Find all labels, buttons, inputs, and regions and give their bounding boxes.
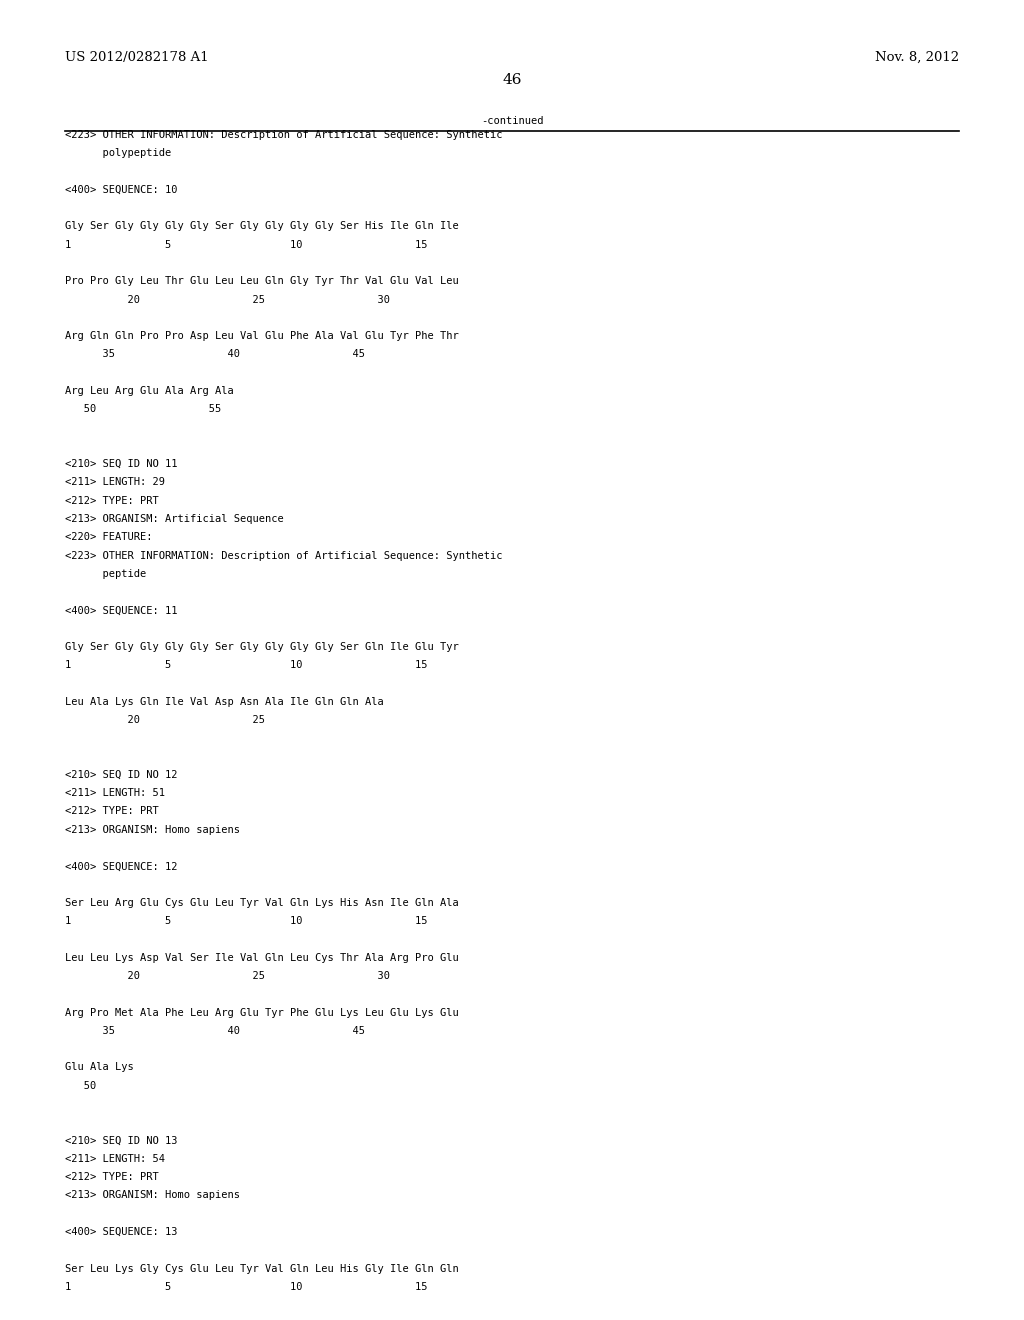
Text: <211> LENGTH: 51: <211> LENGTH: 51 [65, 788, 165, 799]
Text: 46: 46 [502, 73, 522, 87]
Text: 20                  25: 20 25 [65, 715, 264, 725]
Text: US 2012/0282178 A1: US 2012/0282178 A1 [65, 50, 208, 63]
Text: Arg Leu Arg Glu Ala Arg Ala: Arg Leu Arg Glu Ala Arg Ala [65, 385, 233, 396]
Text: 1               5                   10                  15: 1 5 10 15 [65, 916, 427, 927]
Text: <400> SEQUENCE: 12: <400> SEQUENCE: 12 [65, 861, 177, 871]
Text: <211> LENGTH: 54: <211> LENGTH: 54 [65, 1154, 165, 1164]
Text: Nov. 8, 2012: Nov. 8, 2012 [876, 50, 959, 63]
Text: <223> OTHER INFORMATION: Description of Artificial Sequence: Synthetic: <223> OTHER INFORMATION: Description of … [65, 550, 502, 561]
Text: Glu Ala Lys: Glu Ala Lys [65, 1063, 133, 1072]
Text: <213> ORGANISM: Artificial Sequence: <213> ORGANISM: Artificial Sequence [65, 513, 284, 524]
Text: 1               5                   10                  15: 1 5 10 15 [65, 240, 427, 249]
Text: Arg Gln Gln Pro Pro Asp Leu Val Glu Phe Ala Val Glu Tyr Phe Thr: Arg Gln Gln Pro Pro Asp Leu Val Glu Phe … [65, 331, 459, 341]
Text: polypeptide: polypeptide [65, 148, 171, 158]
Text: 50: 50 [65, 1081, 96, 1090]
Text: -continued: -continued [480, 116, 544, 125]
Text: 1               5                   10                  15: 1 5 10 15 [65, 1282, 427, 1292]
Text: Leu Ala Lys Gln Ile Val Asp Asn Ala Ile Gln Gln Ala: Leu Ala Lys Gln Ile Val Asp Asn Ala Ile … [65, 697, 383, 706]
Text: <210> SEQ ID NO 11: <210> SEQ ID NO 11 [65, 459, 177, 469]
Text: <212> TYPE: PRT: <212> TYPE: PRT [65, 495, 159, 506]
Text: 35                  40                  45: 35 40 45 [65, 350, 365, 359]
Text: <400> SEQUENCE: 13: <400> SEQUENCE: 13 [65, 1228, 177, 1237]
Text: Ser Leu Arg Glu Cys Glu Leu Tyr Val Gln Lys His Asn Ile Gln Ala: Ser Leu Arg Glu Cys Glu Leu Tyr Val Gln … [65, 898, 459, 908]
Text: peptide: peptide [65, 569, 145, 578]
Text: <212> TYPE: PRT: <212> TYPE: PRT [65, 807, 159, 817]
Text: 50                  55: 50 55 [65, 404, 221, 414]
Text: Leu Leu Lys Asp Val Ser Ile Val Gln Leu Cys Thr Ala Arg Pro Glu: Leu Leu Lys Asp Val Ser Ile Val Gln Leu … [65, 953, 459, 962]
Text: <223> OTHER INFORMATION: Description of Artificial Sequence: Synthetic: <223> OTHER INFORMATION: Description of … [65, 131, 502, 140]
Text: 20                  25                  30: 20 25 30 [65, 294, 389, 305]
Text: Gly Ser Gly Gly Gly Gly Ser Gly Gly Gly Gly Ser Gln Ile Glu Tyr: Gly Ser Gly Gly Gly Gly Ser Gly Gly Gly … [65, 642, 459, 652]
Text: <210> SEQ ID NO 13: <210> SEQ ID NO 13 [65, 1135, 177, 1146]
Text: Ser Leu Lys Gly Cys Glu Leu Tyr Val Gln Leu His Gly Ile Gln Gln: Ser Leu Lys Gly Cys Glu Leu Tyr Val Gln … [65, 1263, 459, 1274]
Text: Pro Pro Gly Leu Thr Glu Leu Leu Gln Gly Tyr Thr Val Glu Val Leu: Pro Pro Gly Leu Thr Glu Leu Leu Gln Gly … [65, 276, 459, 286]
Text: <400> SEQUENCE: 11: <400> SEQUENCE: 11 [65, 606, 177, 615]
Text: <220> FEATURE:: <220> FEATURE: [65, 532, 152, 543]
Text: <400> SEQUENCE: 10: <400> SEQUENCE: 10 [65, 185, 177, 195]
Text: Arg Pro Met Ala Phe Leu Arg Glu Tyr Phe Glu Lys Leu Glu Lys Glu: Arg Pro Met Ala Phe Leu Arg Glu Tyr Phe … [65, 1007, 459, 1018]
Text: 1               5                   10                  15: 1 5 10 15 [65, 660, 427, 671]
Text: <213> ORGANISM: Homo sapiens: <213> ORGANISM: Homo sapiens [65, 1191, 240, 1200]
Text: <213> ORGANISM: Homo sapiens: <213> ORGANISM: Homo sapiens [65, 825, 240, 834]
Text: 20                  25                  30: 20 25 30 [65, 972, 389, 981]
Text: <212> TYPE: PRT: <212> TYPE: PRT [65, 1172, 159, 1183]
Text: Gly Ser Gly Gly Gly Gly Ser Gly Gly Gly Gly Ser His Ile Gln Ile: Gly Ser Gly Gly Gly Gly Ser Gly Gly Gly … [65, 222, 459, 231]
Text: <211> LENGTH: 29: <211> LENGTH: 29 [65, 478, 165, 487]
Text: <210> SEQ ID NO 12: <210> SEQ ID NO 12 [65, 770, 177, 780]
Text: 35                  40                  45: 35 40 45 [65, 1026, 365, 1036]
